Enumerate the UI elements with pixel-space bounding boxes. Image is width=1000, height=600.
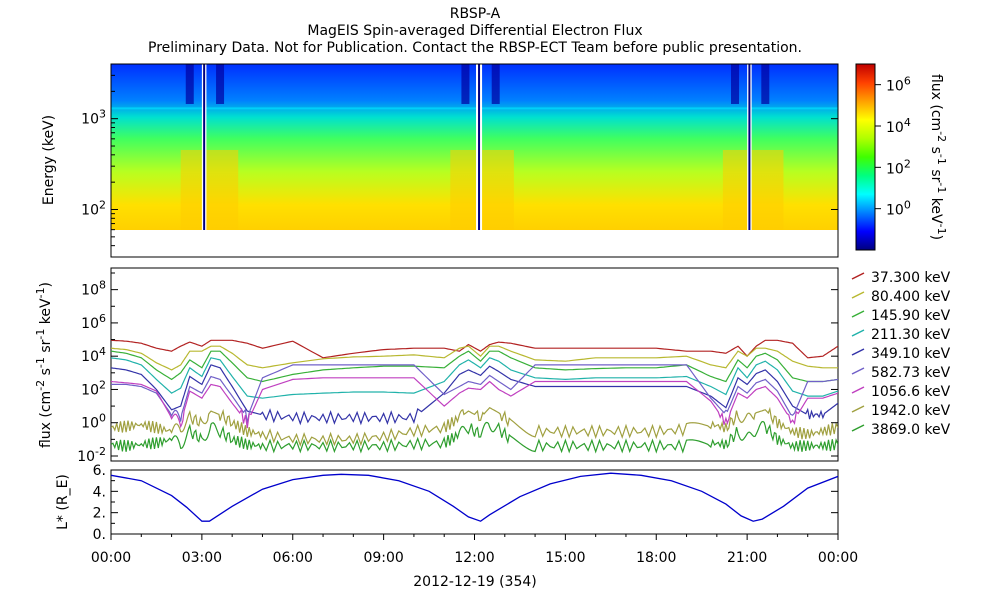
flux-legend: 37.300 keV 80.400 keV 145.90 keV 211.30 keV…	[851, 270, 951, 438]
chart-title: RBSP-A	[450, 6, 501, 22]
legend-label: 145.90 keV	[871, 308, 951, 324]
spectrogram-dark-feature	[491, 64, 500, 104]
spectrogram-dark-feature	[216, 64, 225, 104]
flux-y-tick-label: 108	[81, 278, 106, 299]
legend-swatch	[851, 310, 865, 318]
spectrogram-y-tick-label: 102	[81, 198, 106, 219]
legend-label: 37.300 keV	[871, 270, 951, 286]
colorbar-tick-label: 102	[886, 157, 911, 178]
spectrogram-gap-edge	[478, 64, 481, 230]
spectrogram-panel: 102 103 Energy (keV)	[41, 63, 839, 258]
spectrogram-gap-edge	[748, 64, 751, 230]
flux-series-line	[111, 350, 838, 383]
lstar-panel: 0. 2. 4. 6. L* (R_E)	[55, 463, 839, 543]
spectrogram-y-ticks: 102 103	[81, 63, 838, 247]
lstar-y-tick-label: 6.	[93, 463, 106, 479]
lstar-series-group	[111, 472, 838, 522]
flux-series-line	[111, 357, 838, 399]
x-axis-ticks: 00:00 03:00 06:00 09:00 12:00 15:00 18:00 21:00…	[91, 534, 858, 566]
legend-swatch	[851, 272, 865, 280]
colorbar-label-text: flux (cm-2 s-1 sr-1 keV-1)	[928, 74, 949, 240]
legend-swatch	[851, 386, 865, 394]
flux-series-line	[111, 345, 838, 371]
legend-swatch	[851, 291, 865, 299]
x-tick-label: 12:00	[454, 550, 494, 566]
flux-y-tick-label: 102	[81, 378, 106, 399]
legend-label: 1056.6 keV	[871, 384, 951, 400]
colorbar-frame	[855, 63, 876, 251]
spectrogram-dark-feature	[761, 64, 770, 104]
spectrogram-features	[111, 64, 838, 257]
legend-swatch	[851, 348, 865, 356]
colorbar-ticks: 100 102 104 106	[875, 74, 911, 219]
flux-series-line	[111, 377, 838, 429]
legend-label: 211.30 keV	[871, 327, 951, 343]
spectrogram-gap-edge	[203, 64, 206, 230]
legend-label: 3869.0 keV	[871, 422, 951, 438]
legend-swatch	[851, 329, 865, 337]
spectrogram-dark-feature	[731, 64, 740, 104]
x-tick-label: 00:00	[91, 550, 131, 566]
flux-y-tick-label: 10-2	[77, 444, 106, 465]
colorbar-tick-label: 106	[886, 74, 911, 95]
spectrogram-no-data-strip	[111, 230, 838, 257]
flux-ylabel: flux (cm-2 s-1 sr-1 keV-1)	[34, 282, 55, 448]
flux-series-line	[111, 420, 838, 454]
spectrogram-belt-lobe	[180, 150, 202, 230]
x-tick-label: 03:00	[182, 550, 222, 566]
colorbar-label: flux (cm-2 s-1 sr-1 keV-1)	[928, 74, 949, 240]
spectrogram-dark-feature	[185, 64, 194, 104]
lstar-y-tick-label: 2.	[93, 506, 106, 522]
x-tick-label: 21:00	[727, 550, 767, 566]
chart-subtitle: MagEIS Spin-averaged Differential Electr…	[307, 23, 642, 39]
x-tick-label: 15:00	[545, 550, 585, 566]
colorbar: 100 102 104 106 flux (cm-2 s-1 sr-1 keV-1)	[855, 63, 949, 251]
spectrogram-dark-feature	[461, 64, 470, 104]
legend-swatch	[851, 367, 865, 375]
spectrogram-belt-lobe	[450, 150, 477, 230]
lstar-series-line	[111, 472, 838, 522]
spectrogram-ylabel: Energy (keV)	[41, 115, 57, 205]
spectrogram-belt-lobe	[722, 150, 748, 230]
flux-y-tick-label: 106	[81, 311, 106, 332]
legend-swatch	[851, 424, 865, 432]
colorbar-tick-label: 104	[886, 116, 911, 137]
x-axis-label: 2012-12-19 (354)	[413, 574, 536, 590]
lstar-y-ticks: 0. 2. 4. 6.	[93, 463, 838, 543]
lstar-ylabel: L* (R_E)	[55, 474, 71, 530]
spectrogram-belt-lobe	[206, 150, 239, 230]
flux-y-ticks: 10-2 100 102 104 106 108	[77, 272, 838, 465]
x-tick-label: 00:00	[818, 550, 858, 566]
flux-frame	[110, 267, 839, 462]
flux-panel: 10-2 100 102 104 106 108 flux (cm-2 s-1 sr-1 …	[34, 267, 951, 465]
legend-label: 582.73 keV	[871, 365, 951, 381]
x-tick-label: 06:00	[273, 550, 313, 566]
spectrogram-belt-lobe	[751, 150, 784, 230]
spectrogram-frame	[110, 63, 839, 258]
flux-y-tick-label: 100	[81, 411, 106, 432]
colorbar-gradient	[856, 64, 875, 250]
legend-label: 349.10 keV	[871, 346, 951, 362]
x-tick-label: 18:00	[636, 550, 676, 566]
legend-label: 80.400 keV	[871, 289, 951, 305]
legend-swatch	[851, 405, 865, 413]
publication-notice: Preliminary Data. Not for Publication. C…	[148, 40, 802, 56]
flux-series-line	[111, 364, 838, 426]
flux-series-line	[111, 364, 838, 424]
flux-series-line	[111, 339, 838, 359]
flux-series-group	[111, 339, 838, 454]
colorbar-tick-label: 100	[886, 198, 911, 219]
flux-y-tick-label: 104	[81, 345, 106, 366]
lstar-y-tick-label: 4.	[93, 484, 106, 500]
lstar-y-tick-label: 0.	[93, 527, 106, 543]
legend-label: 1942.0 keV	[871, 403, 951, 419]
spectrogram-y-tick-label: 103	[81, 107, 106, 128]
spectrogram-belt-lobe	[482, 150, 514, 230]
lstar-frame	[110, 469, 839, 535]
x-tick-label: 09:00	[363, 550, 403, 566]
flux-series-line	[111, 406, 838, 447]
